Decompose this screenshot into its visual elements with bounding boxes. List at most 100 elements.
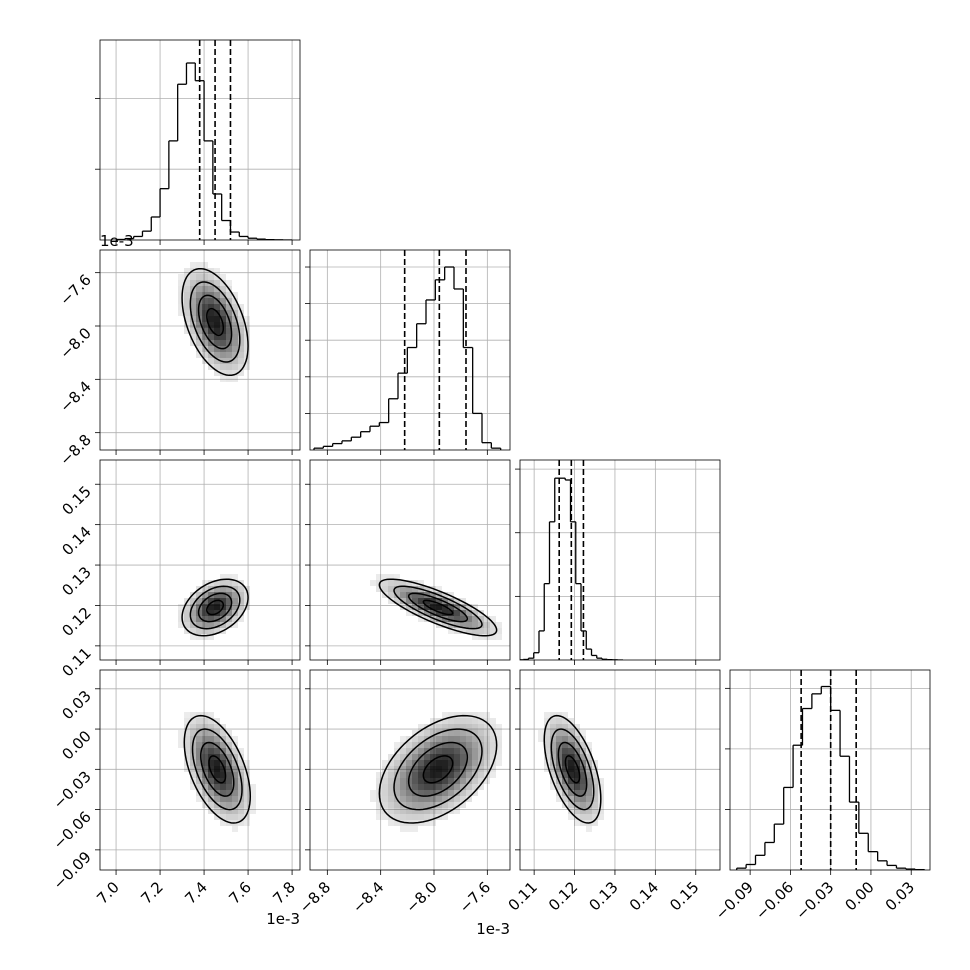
- density-cell: [196, 634, 202, 640]
- y-tick-label: 0.15: [58, 482, 94, 518]
- x-offset-label: 1e-3: [476, 920, 510, 938]
- density-cell: [196, 616, 202, 622]
- density-cell: [472, 742, 478, 748]
- density-cell: [214, 370, 220, 376]
- y-tick-label: 0.00: [58, 727, 94, 763]
- density-cell: [466, 796, 472, 802]
- density-cell: [202, 622, 208, 628]
- density-cell: [418, 616, 424, 622]
- density-cell: [220, 364, 226, 370]
- density-cell: [388, 790, 394, 796]
- density-cell: [400, 580, 406, 586]
- panel-frame: [519, 459, 721, 661]
- density-cell: [244, 766, 250, 772]
- density-cell: [442, 712, 448, 718]
- density-cell: [238, 304, 244, 310]
- density-cell: [196, 322, 202, 328]
- density-cell: [220, 280, 226, 286]
- density-cell: [250, 802, 256, 808]
- density-cell: [544, 766, 550, 772]
- density-cell: [400, 748, 406, 754]
- density-cell: [412, 604, 418, 610]
- panel-frame: [99, 459, 301, 661]
- density-cell: [232, 376, 238, 382]
- density-cell: [430, 592, 436, 598]
- density-cell: [454, 754, 460, 760]
- density-cell: [238, 784, 244, 790]
- density-cell: [220, 754, 226, 760]
- density-cell: [190, 598, 196, 604]
- density-cell: [478, 616, 484, 622]
- density-cell: [592, 790, 598, 796]
- density-cell: [562, 724, 568, 730]
- density-cell: [436, 766, 442, 772]
- density-cell: [454, 784, 460, 790]
- density-cell: [472, 616, 478, 622]
- density-cell: [400, 790, 406, 796]
- density-cell: [478, 724, 484, 730]
- density-cell: [436, 736, 442, 742]
- density-cell: [214, 772, 220, 778]
- density-cell: [454, 772, 460, 778]
- density-cell: [406, 766, 412, 772]
- x-tick-label: −0.03: [792, 878, 837, 923]
- density-cell: [250, 808, 256, 814]
- density-cell: [394, 754, 400, 760]
- density-cell: [220, 724, 226, 730]
- density-cell: [490, 748, 496, 754]
- density-cell: [196, 796, 202, 802]
- density-cell: [544, 736, 550, 742]
- density-cell: [550, 736, 556, 742]
- density-cell: [454, 742, 460, 748]
- density-cell: [388, 574, 394, 580]
- density-cell: [226, 340, 232, 346]
- density-cell: [562, 784, 568, 790]
- density-cell: [436, 808, 442, 814]
- density-cell: [490, 730, 496, 736]
- density-cell: [184, 742, 190, 748]
- density-cell: [226, 580, 232, 586]
- density-cell: [406, 796, 412, 802]
- density-cell: [406, 802, 412, 808]
- density-cell: [574, 760, 580, 766]
- density-cell: [238, 592, 244, 598]
- density-cell: [592, 778, 598, 784]
- density-cell: [412, 742, 418, 748]
- density-cell: [226, 736, 232, 742]
- density-cell: [190, 604, 196, 610]
- density-cell: [580, 742, 586, 748]
- density-cell: [478, 628, 484, 634]
- density-cell: [580, 820, 586, 826]
- density-cell: [592, 772, 598, 778]
- density-cell: [190, 328, 196, 334]
- density-cell: [220, 814, 226, 820]
- density-cell: [586, 742, 592, 748]
- density-cell: [382, 778, 388, 784]
- contour: [393, 728, 483, 811]
- density-cell: [196, 298, 202, 304]
- density-cell: [244, 604, 250, 610]
- contour: [422, 599, 454, 616]
- density-cell: [184, 622, 190, 628]
- density-cell: [424, 760, 430, 766]
- density-cell: [412, 772, 418, 778]
- density-cell: [400, 814, 406, 820]
- density-cell: [598, 784, 604, 790]
- density-cell: [568, 748, 574, 754]
- density-cell: [178, 286, 184, 292]
- density-cell: [238, 772, 244, 778]
- density-cell: [214, 622, 220, 628]
- density-cell: [472, 748, 478, 754]
- density-cell: [430, 814, 436, 820]
- density-cell: [190, 634, 196, 640]
- density-cell: [484, 730, 490, 736]
- density-cell: [214, 328, 220, 334]
- contour: [183, 714, 252, 824]
- density-cell: [226, 808, 232, 814]
- density-cell: [418, 742, 424, 748]
- density-cell: [442, 796, 448, 802]
- density-cell: [202, 748, 208, 754]
- density-cell: [190, 262, 196, 268]
- x-tick-label: 0.00: [841, 878, 877, 914]
- density-cell: [214, 760, 220, 766]
